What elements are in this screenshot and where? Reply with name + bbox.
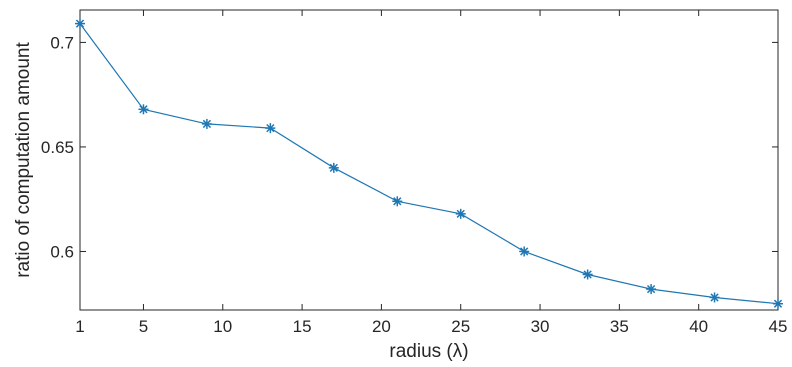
series-group xyxy=(75,18,783,309)
y-axis-ticks: 0.6 0.65 0.7 xyxy=(41,33,778,261)
data-point-marker xyxy=(75,18,85,29)
x-tick-label: 35 xyxy=(610,317,629,336)
y-tick-label: 0.6 xyxy=(50,242,74,261)
x-tick-label: 1 xyxy=(75,317,84,336)
x-tick-label: 30 xyxy=(531,317,550,336)
x-axis-ticks: 1 5 10 15 20 25 30 35 40 45 xyxy=(75,10,787,336)
plot-area-box xyxy=(79,9,779,311)
x-axis-label: radius (λ) xyxy=(389,341,468,362)
data-point-marker xyxy=(265,123,276,134)
x-tick-label: 45 xyxy=(769,317,788,336)
x-tick-label: 15 xyxy=(293,317,312,336)
x-tick-label: 25 xyxy=(451,317,470,336)
x-tick-label: 5 xyxy=(139,317,148,336)
series-line xyxy=(79,23,779,305)
x-tick-label: 40 xyxy=(689,317,708,336)
y-axis-label: ratio of computation amount xyxy=(13,42,34,278)
x-tick-label: 20 xyxy=(372,317,391,336)
data-point-marker xyxy=(455,208,466,219)
data-point-marker xyxy=(519,246,530,257)
data-point-marker xyxy=(201,118,212,129)
y-tick-label: 0.65 xyxy=(41,138,74,157)
data-point-marker xyxy=(646,284,657,295)
x-tick-label: 10 xyxy=(213,317,232,336)
data-point-marker xyxy=(582,269,593,280)
data-point-marker xyxy=(709,292,720,303)
y-tick-label: 0.7 xyxy=(50,33,74,52)
data-point-marker xyxy=(328,162,339,173)
data-point-marker xyxy=(138,104,149,115)
data-point-marker xyxy=(773,298,783,309)
data-point-marker xyxy=(392,196,403,207)
